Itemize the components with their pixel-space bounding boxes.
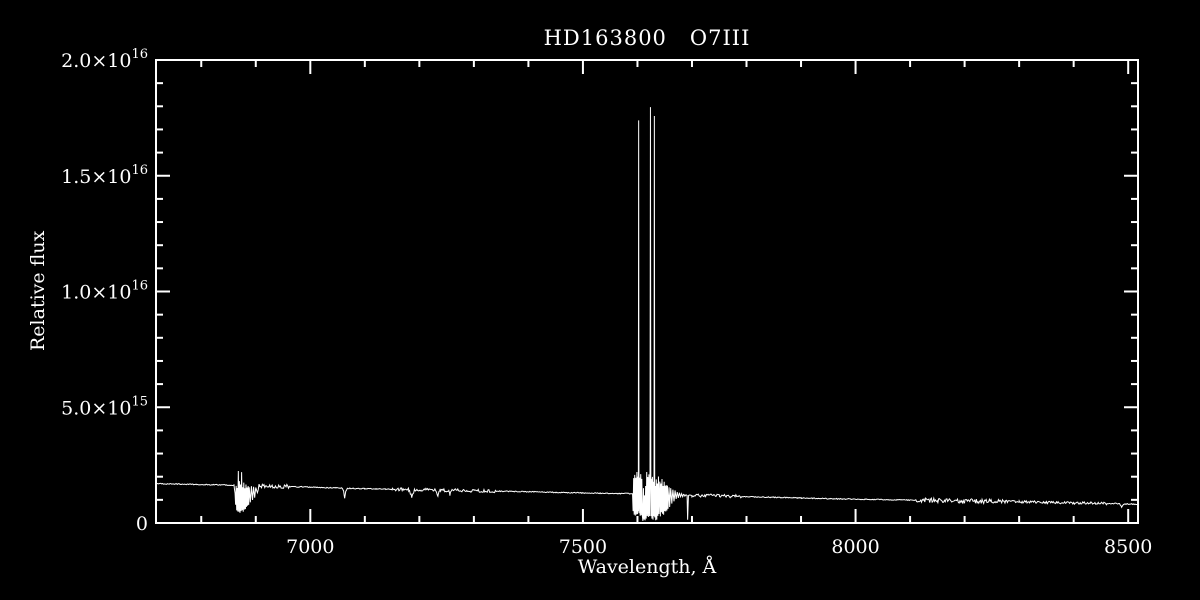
x-tick-label: 8500 — [1104, 536, 1152, 558]
spectrum-line — [155, 107, 1139, 521]
y-axis-label: Relative flux — [27, 230, 49, 351]
y-tick-label: 2.0×1016 — [61, 47, 148, 72]
x-tick-label: 8000 — [831, 536, 879, 558]
y-tick-label: 0 — [136, 513, 148, 535]
y-tick-label: 5.0×1015 — [61, 394, 148, 419]
x-axis-label: Wavelength, Å — [577, 556, 717, 578]
x-tick-label: 7500 — [559, 536, 607, 558]
y-tick-label: 1.5×1016 — [61, 163, 148, 188]
plot-title: HD163800 O7III — [543, 26, 751, 50]
x-tick-label: 7000 — [286, 536, 334, 558]
tick-labels: 7000 7500 8000 8500 0 5.0×1015 1.0×1016 1.5×101… — [61, 47, 1152, 558]
y-tick-label: 1.0×1016 — [61, 279, 148, 304]
axis-ticks — [156, 59, 1138, 524]
plot-box — [155, 59, 1139, 524]
